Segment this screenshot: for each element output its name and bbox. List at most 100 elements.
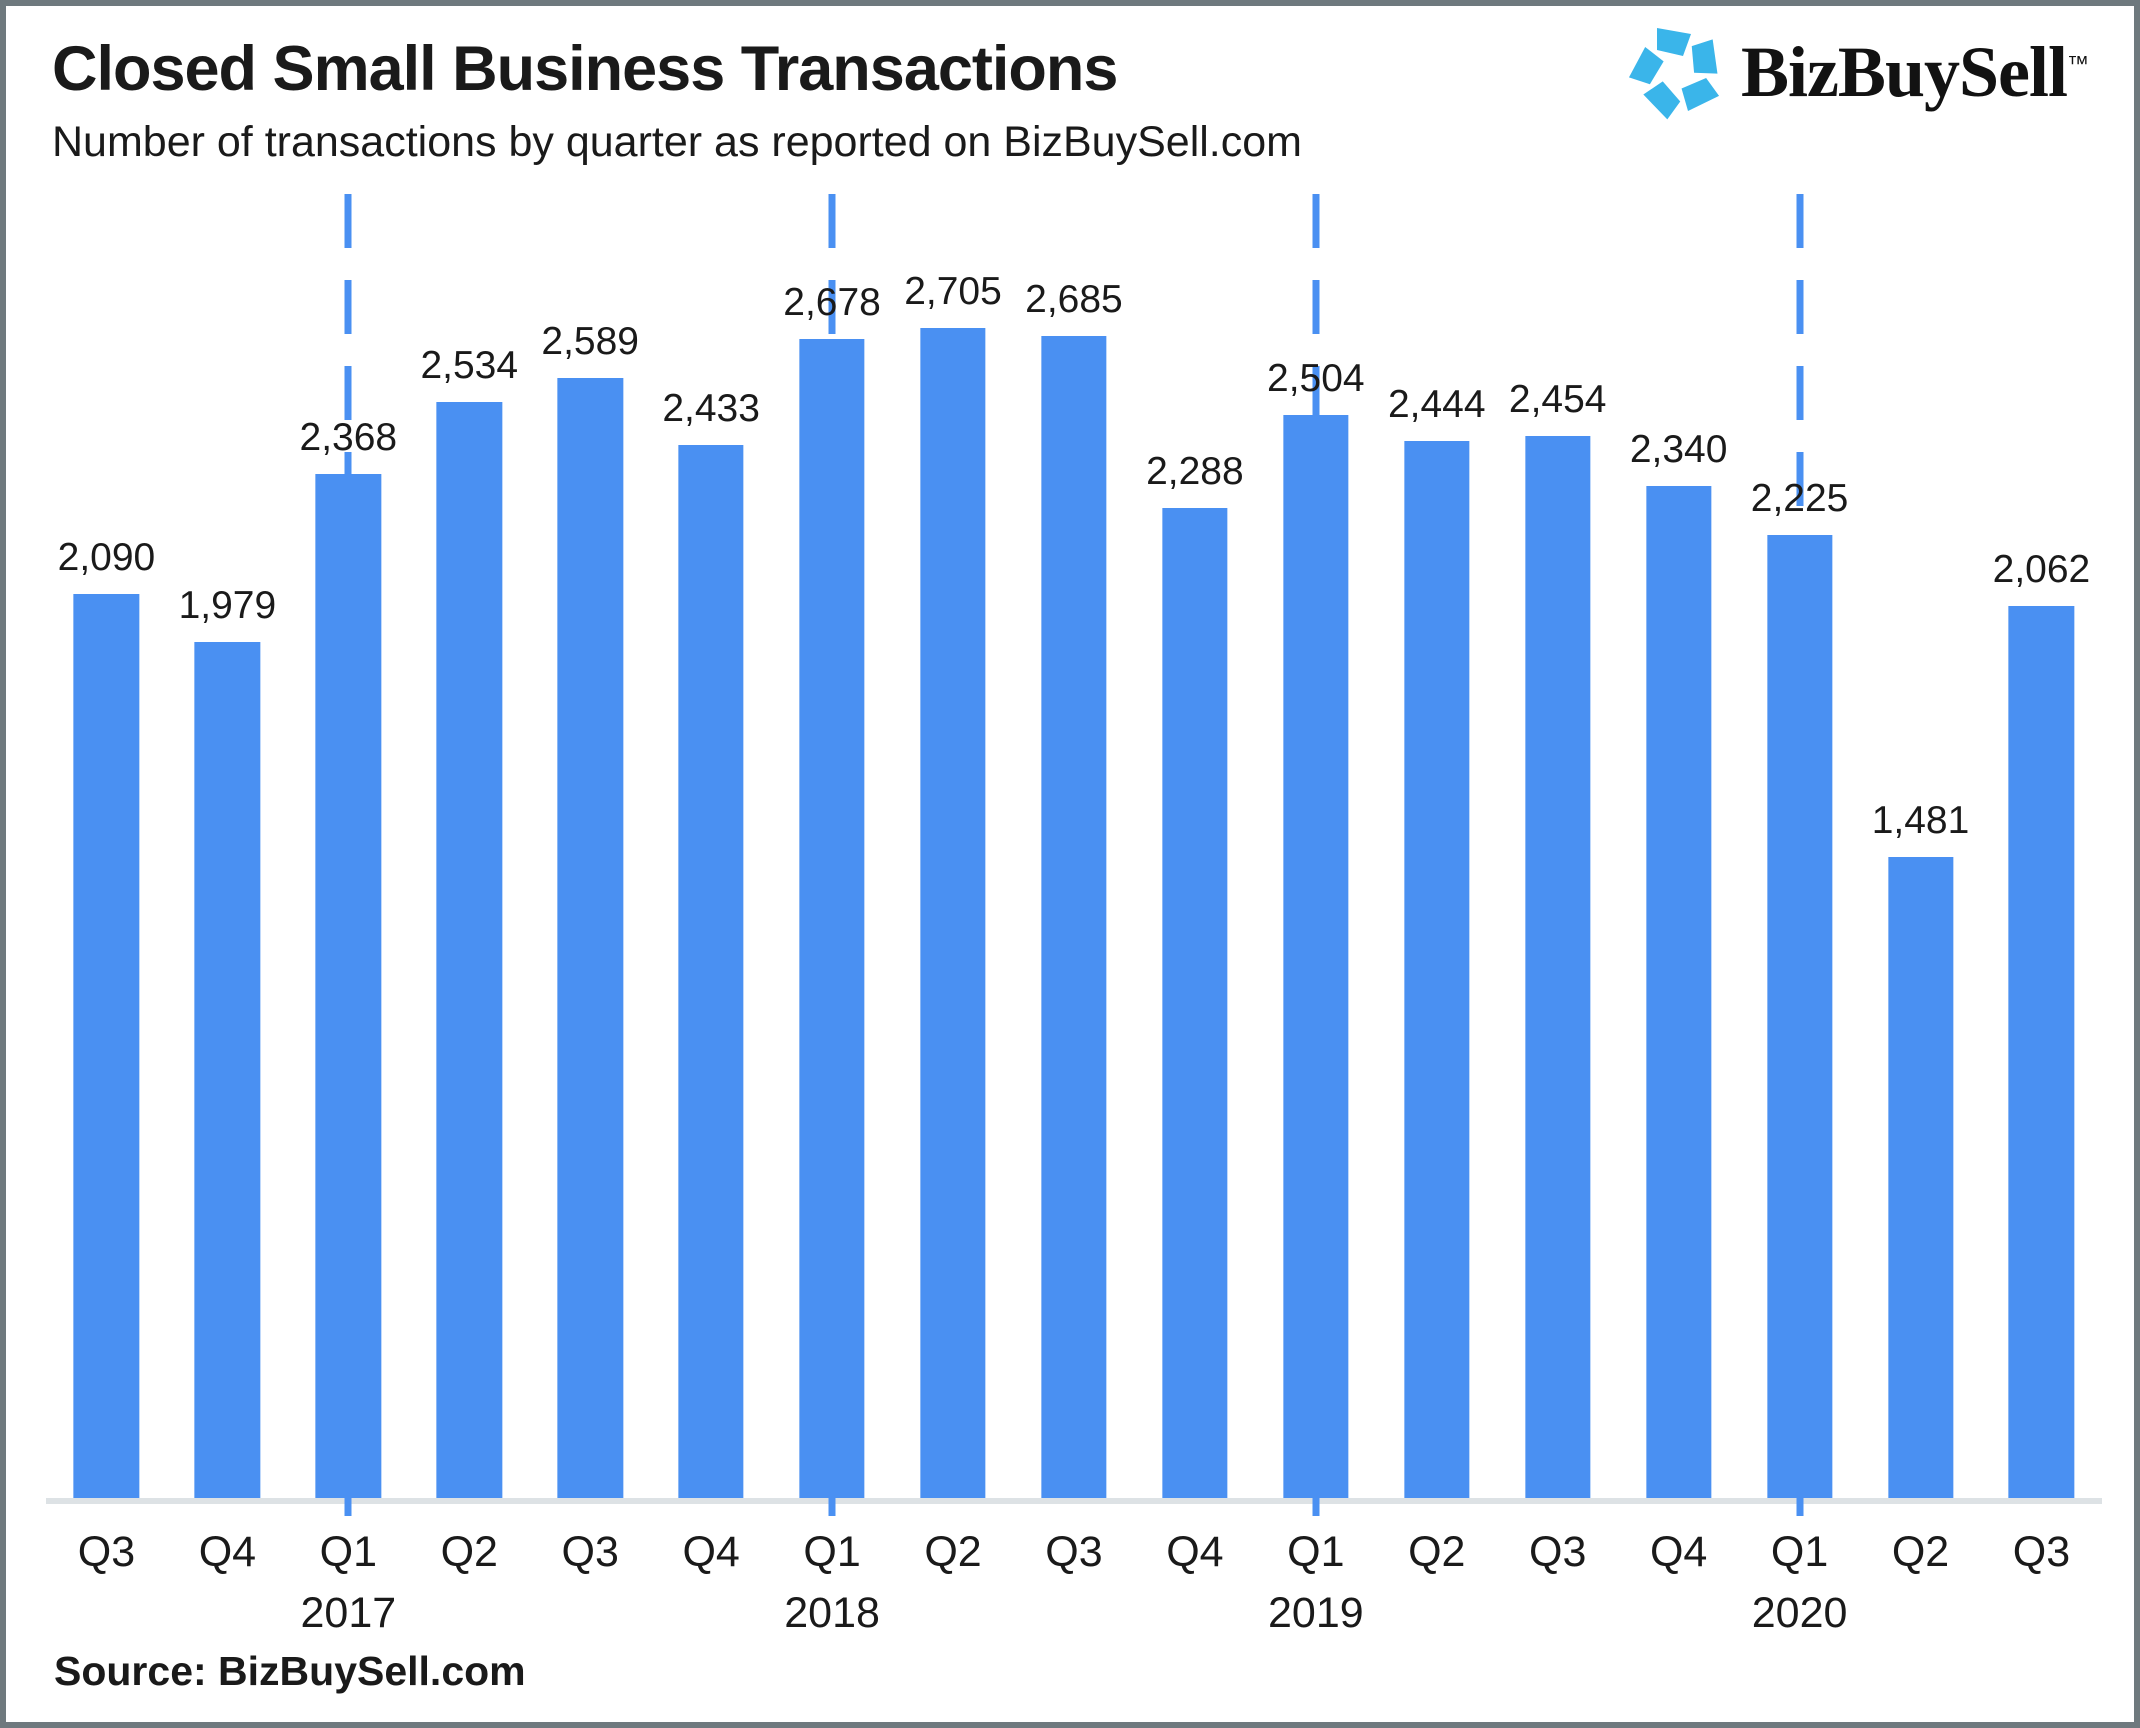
bar (1887, 857, 1954, 1498)
bar-column: 2,368 (288, 194, 409, 1516)
bar-value-label: 2,368 (299, 415, 398, 459)
bar (2008, 605, 2075, 1498)
bar-value-label: 2,062 (1992, 547, 2091, 591)
bar (194, 641, 261, 1498)
source-note: Source: BizBuySell.com (54, 1648, 526, 1694)
bar-column: 2,433 (651, 194, 772, 1498)
bar-value-label: 2,340 (1629, 427, 1728, 471)
plot-area: 2,090 1,979 2,368 2,534 2,589 2,433 2,678 2,705… (46, 194, 2102, 1516)
bar (315, 473, 381, 1498)
x-axis-cell: Q3 (1981, 1528, 2102, 1638)
bar-column: 2,504 (1255, 194, 1376, 1516)
quarter-tick-label: Q1 (319, 1528, 378, 1576)
bar (1162, 508, 1228, 1498)
quarter-tick-label: Q1 (803, 1528, 861, 1576)
quarter-tick-label: Q3 (1045, 1528, 1103, 1576)
x-axis-cell: Q3 (1497, 1528, 1618, 1638)
bar (1766, 535, 1833, 1498)
quarter-tick-label: Q2 (1891, 1528, 1950, 1576)
year-tick-label: 2020 (1751, 1589, 1848, 1637)
brand-logo-text: BizBuySell™ (1740, 32, 2089, 112)
x-axis-cell: Q4 (651, 1528, 772, 1638)
bar-column: 2,454 (1497, 194, 1618, 1498)
bar-column: 2,685 (1014, 194, 1135, 1498)
quarter-tick-label: Q2 (440, 1528, 498, 1576)
x-axis-cell: Q3 (530, 1528, 651, 1638)
bar-value-label: 2,504 (1267, 356, 1365, 400)
year-tick-label: 2019 (1268, 1589, 1364, 1637)
bar-value-label: 2,705 (904, 269, 1002, 313)
bar (1041, 336, 1107, 1498)
quarter-tick-label: Q1 (1287, 1528, 1345, 1576)
bar-value-label: 2,225 (1750, 477, 1849, 521)
bar-value-label: 2,589 (541, 319, 640, 363)
bar (73, 593, 140, 1498)
quarter-tick-label: Q3 (77, 1528, 136, 1576)
x-axis-cell: Q3 (1014, 1528, 1135, 1638)
x-axis-cell: Q2 (409, 1528, 530, 1638)
x-axis-cell: Q2 (893, 1528, 1014, 1638)
x-axis-cell: Q1 2019 (1255, 1528, 1376, 1638)
brand-logo: BizBuySell™ (1627, 22, 2089, 122)
bar (1646, 485, 1712, 1498)
quarter-tick-label: Q2 (924, 1528, 982, 1576)
page-subtitle: Number of transactions by quarter as rep… (52, 118, 1302, 167)
x-axis-cell: Q2 (1376, 1528, 1497, 1638)
bar (799, 339, 865, 1498)
bar (1404, 440, 1470, 1498)
quarter-tick-label: Q3 (1529, 1528, 1587, 1576)
bar-value-label: 2,678 (783, 281, 881, 325)
page-title: Closed Small Business Transactions (52, 34, 1118, 104)
chart-header: Closed Small Business Transactions Numbe… (52, 36, 1302, 167)
bar-value-label: 2,444 (1387, 382, 1486, 426)
bar-column: 1,979 (167, 194, 288, 1498)
quarter-tick-label: Q3 (561, 1528, 619, 1576)
x-axis-cell: Q2 (1860, 1528, 1981, 1638)
bar-column: 2,534 (409, 194, 530, 1498)
bar-value-label: 2,090 (57, 535, 156, 579)
bar-column: 2,090 (46, 194, 167, 1498)
trademark-symbol: ™ (2067, 51, 2089, 76)
bar-column: 2,225 (1739, 194, 1860, 1516)
x-axis-cell: Q1 2017 (288, 1528, 409, 1638)
quarter-tick-label: Q4 (682, 1528, 740, 1576)
bar-column: 2,062 (1981, 194, 2102, 1498)
bar-value-label: 1,481 (1871, 799, 1970, 843)
bar (678, 445, 744, 1498)
x-axis-cell: Q4 (1134, 1528, 1255, 1638)
quarter-tick-label: Q4 (198, 1528, 257, 1576)
quarter-tick-label: Q1 (1770, 1528, 1829, 1576)
quarter-tick-label: Q3 (2012, 1528, 2071, 1576)
bar-value-label: 2,534 (420, 343, 519, 387)
bar-column: 2,340 (1618, 194, 1739, 1498)
x-axis-cell: Q3 (46, 1528, 167, 1638)
x-axis-cell: Q1 2018 (772, 1528, 893, 1638)
year-tick-label: 2017 (300, 1589, 397, 1637)
bar-value-label: 2,685 (1025, 278, 1123, 322)
bar (1283, 414, 1349, 1498)
bar-column: 2,589 (530, 194, 651, 1498)
bar (1525, 436, 1591, 1498)
x-axis-cell: Q4 (1618, 1528, 1739, 1638)
bar (920, 327, 986, 1498)
bar (436, 401, 502, 1498)
quarter-tick-label: Q4 (1649, 1528, 1708, 1576)
bar-value-label: 2,433 (662, 387, 760, 431)
bar-column: 2,444 (1376, 194, 1497, 1498)
bizbuysell-logo-icon (1628, 28, 1719, 120)
bar-value-label: 1,979 (178, 583, 277, 627)
quarter-tick-label: Q4 (1166, 1528, 1224, 1576)
x-axis-labels: Q3 Q4 Q1 2017 Q2 Q3 Q4 Q1 2018 Q2 Q3 Q4 Q1 2019 Q2 Q3 Q4… (46, 1528, 2102, 1638)
bar-column: 2,288 (1134, 194, 1255, 1498)
bar-value-label: 2,454 (1508, 378, 1607, 422)
year-tick-label: 2018 (784, 1589, 880, 1637)
x-axis-cell: Q4 (167, 1528, 288, 1638)
bar-column: 2,678 (772, 194, 893, 1516)
x-axis-cell: Q1 2020 (1739, 1528, 1860, 1638)
bar-column: 2,705 (893, 194, 1014, 1498)
bar-value-label: 2,288 (1146, 450, 1244, 494)
quarter-tick-label: Q2 (1408, 1528, 1466, 1576)
bar (557, 377, 623, 1498)
bar-column: 1,481 (1860, 194, 1981, 1498)
